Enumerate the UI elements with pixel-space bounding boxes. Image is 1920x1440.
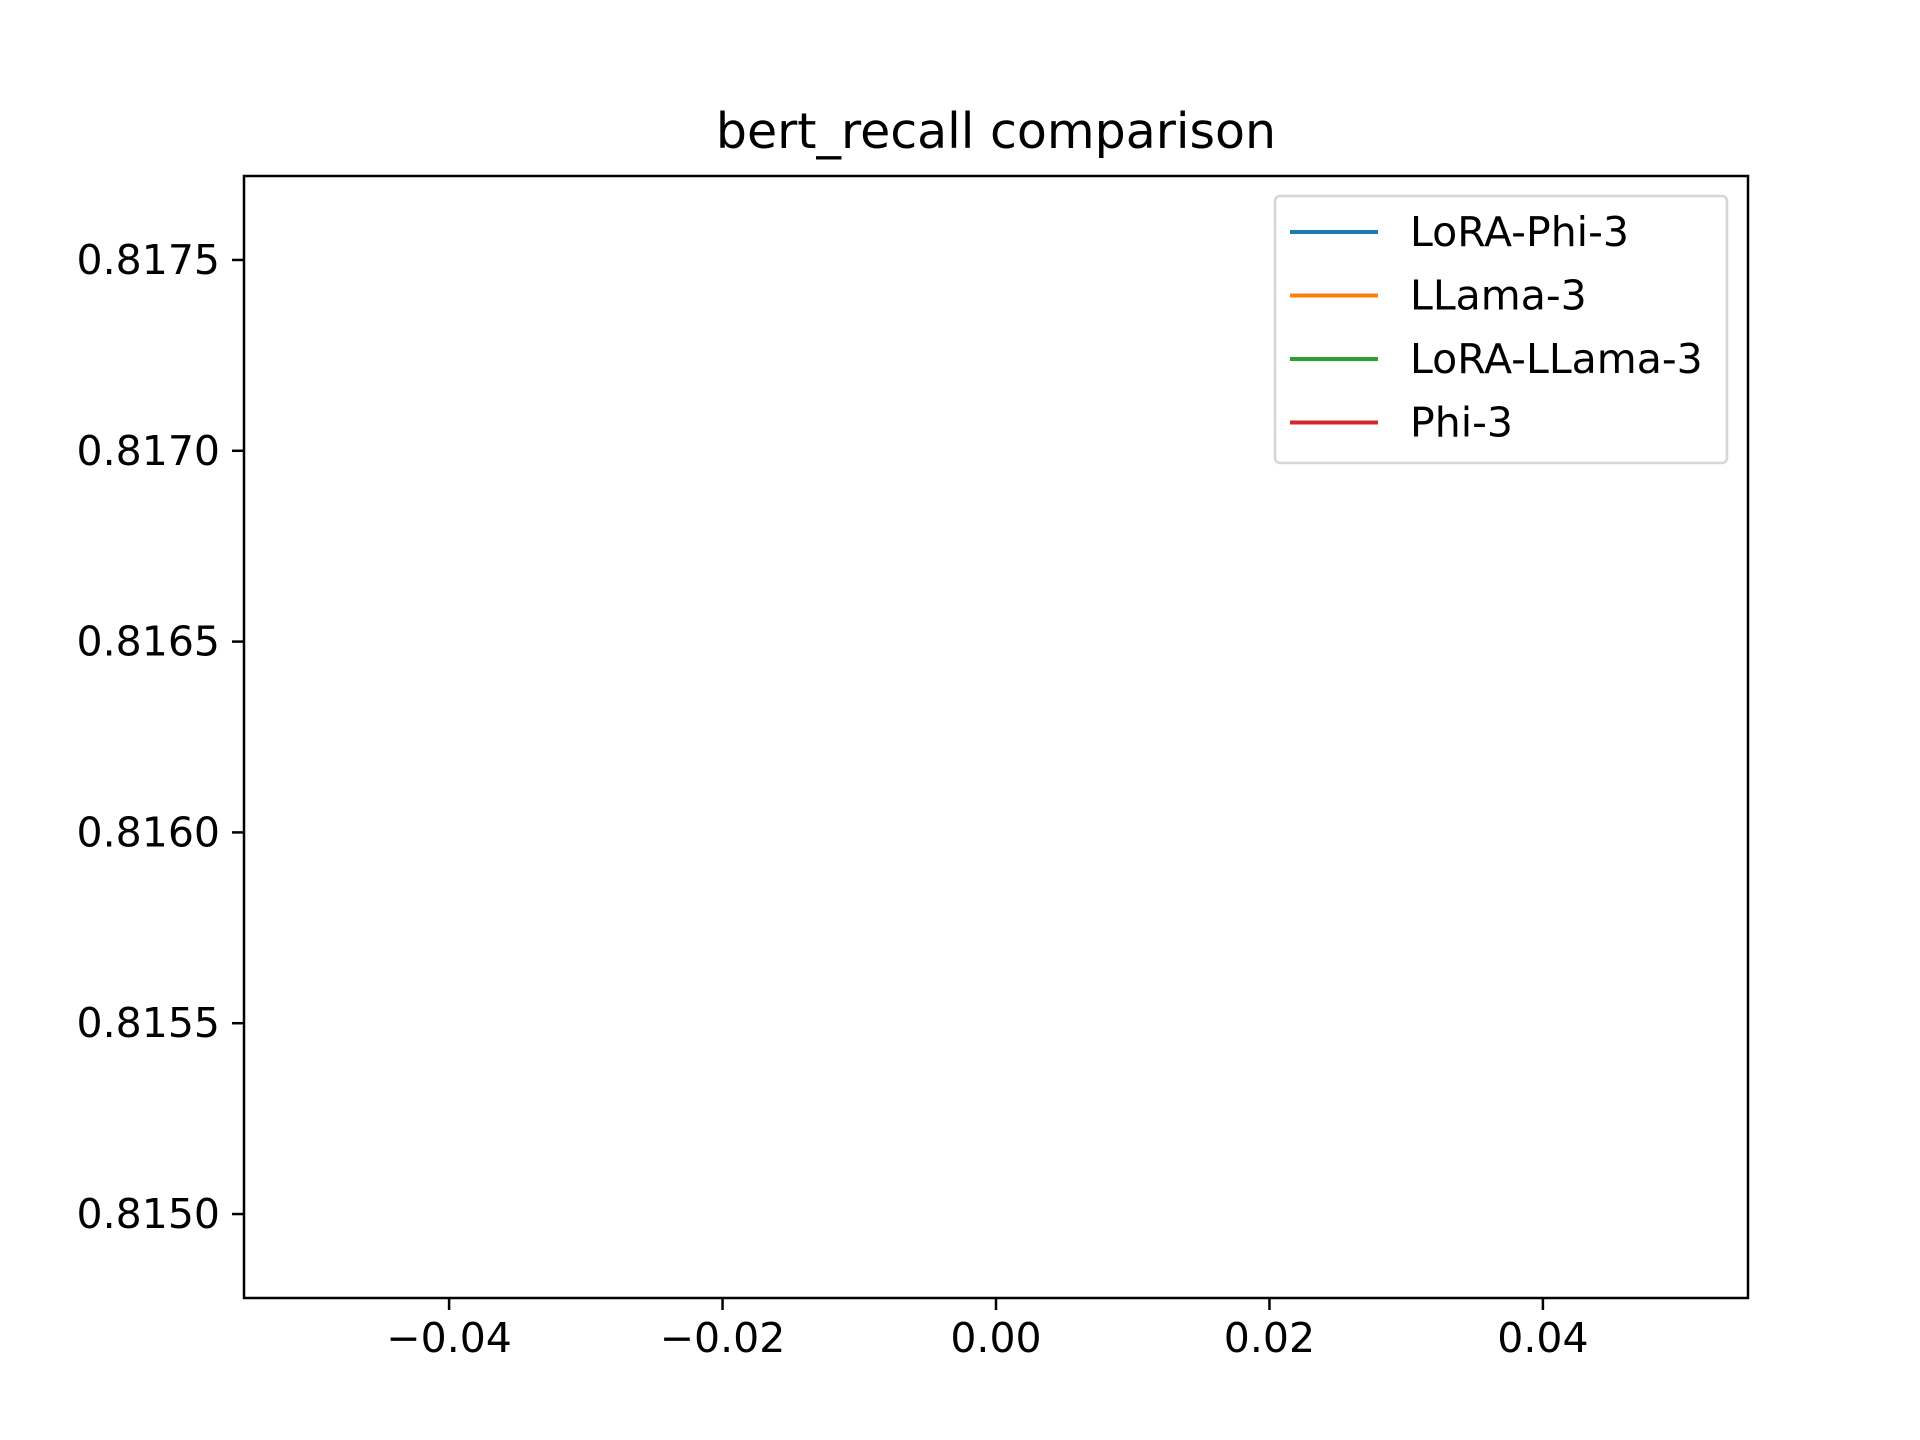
- legend-box: [1273, 194, 1729, 465]
- y-tick-label: 0.8155: [77, 999, 220, 1047]
- x-tick-label: −0.02: [660, 1314, 786, 1362]
- x-tick-label: 0.00: [950, 1314, 1041, 1362]
- plot-frame: [242, 174, 1750, 1300]
- y-tick-label: 0.8160: [77, 808, 220, 856]
- chart-title: bert_recall comparison: [716, 103, 1276, 160]
- legend-label: LoRA-LLama-3: [1410, 335, 1703, 383]
- legend: LoRA-Phi-3 LLama-3 LoRA-LLama-3 Phi-3: [1273, 194, 1729, 465]
- legend-label: Phi-3: [1410, 399, 1513, 447]
- legend-items: LoRA-Phi-3 LLama-3 LoRA-LLama-3 Phi-3: [1290, 208, 1703, 447]
- legend-label: LoRA-Phi-3: [1410, 208, 1629, 256]
- y-tick-label: 0.8165: [77, 618, 220, 666]
- y-tick-label: 0.8150: [77, 1190, 220, 1238]
- x-tick-label: 0.02: [1224, 1314, 1315, 1362]
- x-axis-ticks: −0.04 −0.02 0.00 0.02 0.04: [386, 1298, 1589, 1362]
- y-axis-ticks: 0.8150 0.8155 0.8160 0.8165 0.8170 0.8175: [77, 236, 244, 1238]
- x-tick-label: 0.04: [1497, 1314, 1588, 1362]
- y-tick-label: 0.8175: [77, 236, 220, 284]
- y-tick-label: 0.8170: [77, 427, 220, 475]
- legend-label: LLama-3: [1410, 272, 1587, 320]
- x-tick-label: −0.04: [386, 1314, 512, 1362]
